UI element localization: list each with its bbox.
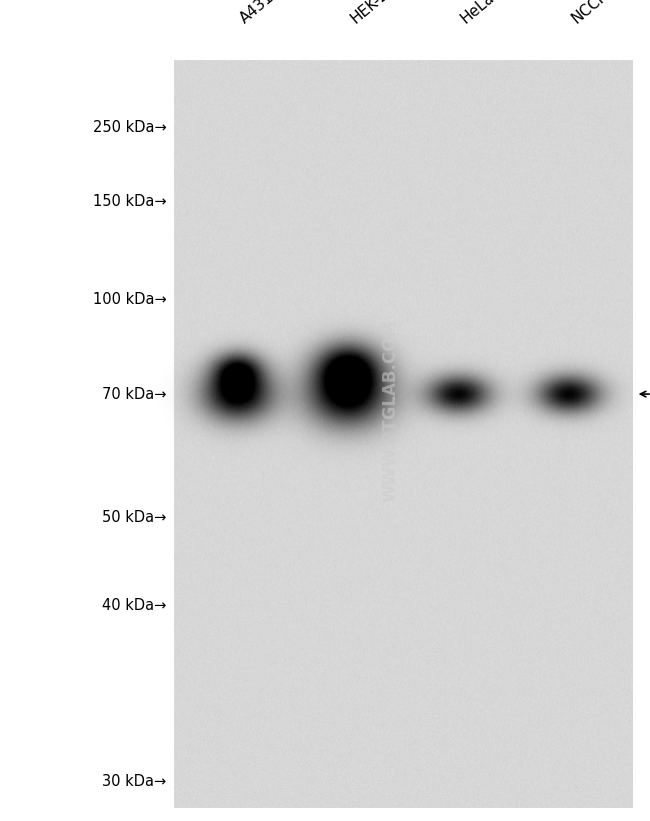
Text: 250 kDa→: 250 kDa→ xyxy=(93,120,166,135)
Text: HeLa: HeLa xyxy=(458,0,498,26)
Text: A431: A431 xyxy=(237,0,277,26)
Text: 40 kDa→: 40 kDa→ xyxy=(102,599,166,613)
Text: 30 kDa→: 30 kDa→ xyxy=(102,774,166,789)
Text: WWW.PTGLAB.COM: WWW.PTGLAB.COM xyxy=(381,319,399,502)
Text: 100 kDa→: 100 kDa→ xyxy=(93,292,166,307)
Text: HEK-293: HEK-293 xyxy=(348,0,406,26)
Text: 150 kDa→: 150 kDa→ xyxy=(93,194,166,209)
Text: NCCIT: NCCIT xyxy=(569,0,614,26)
Text: 50 kDa→: 50 kDa→ xyxy=(102,510,166,525)
Text: 70 kDa→: 70 kDa→ xyxy=(102,387,166,401)
